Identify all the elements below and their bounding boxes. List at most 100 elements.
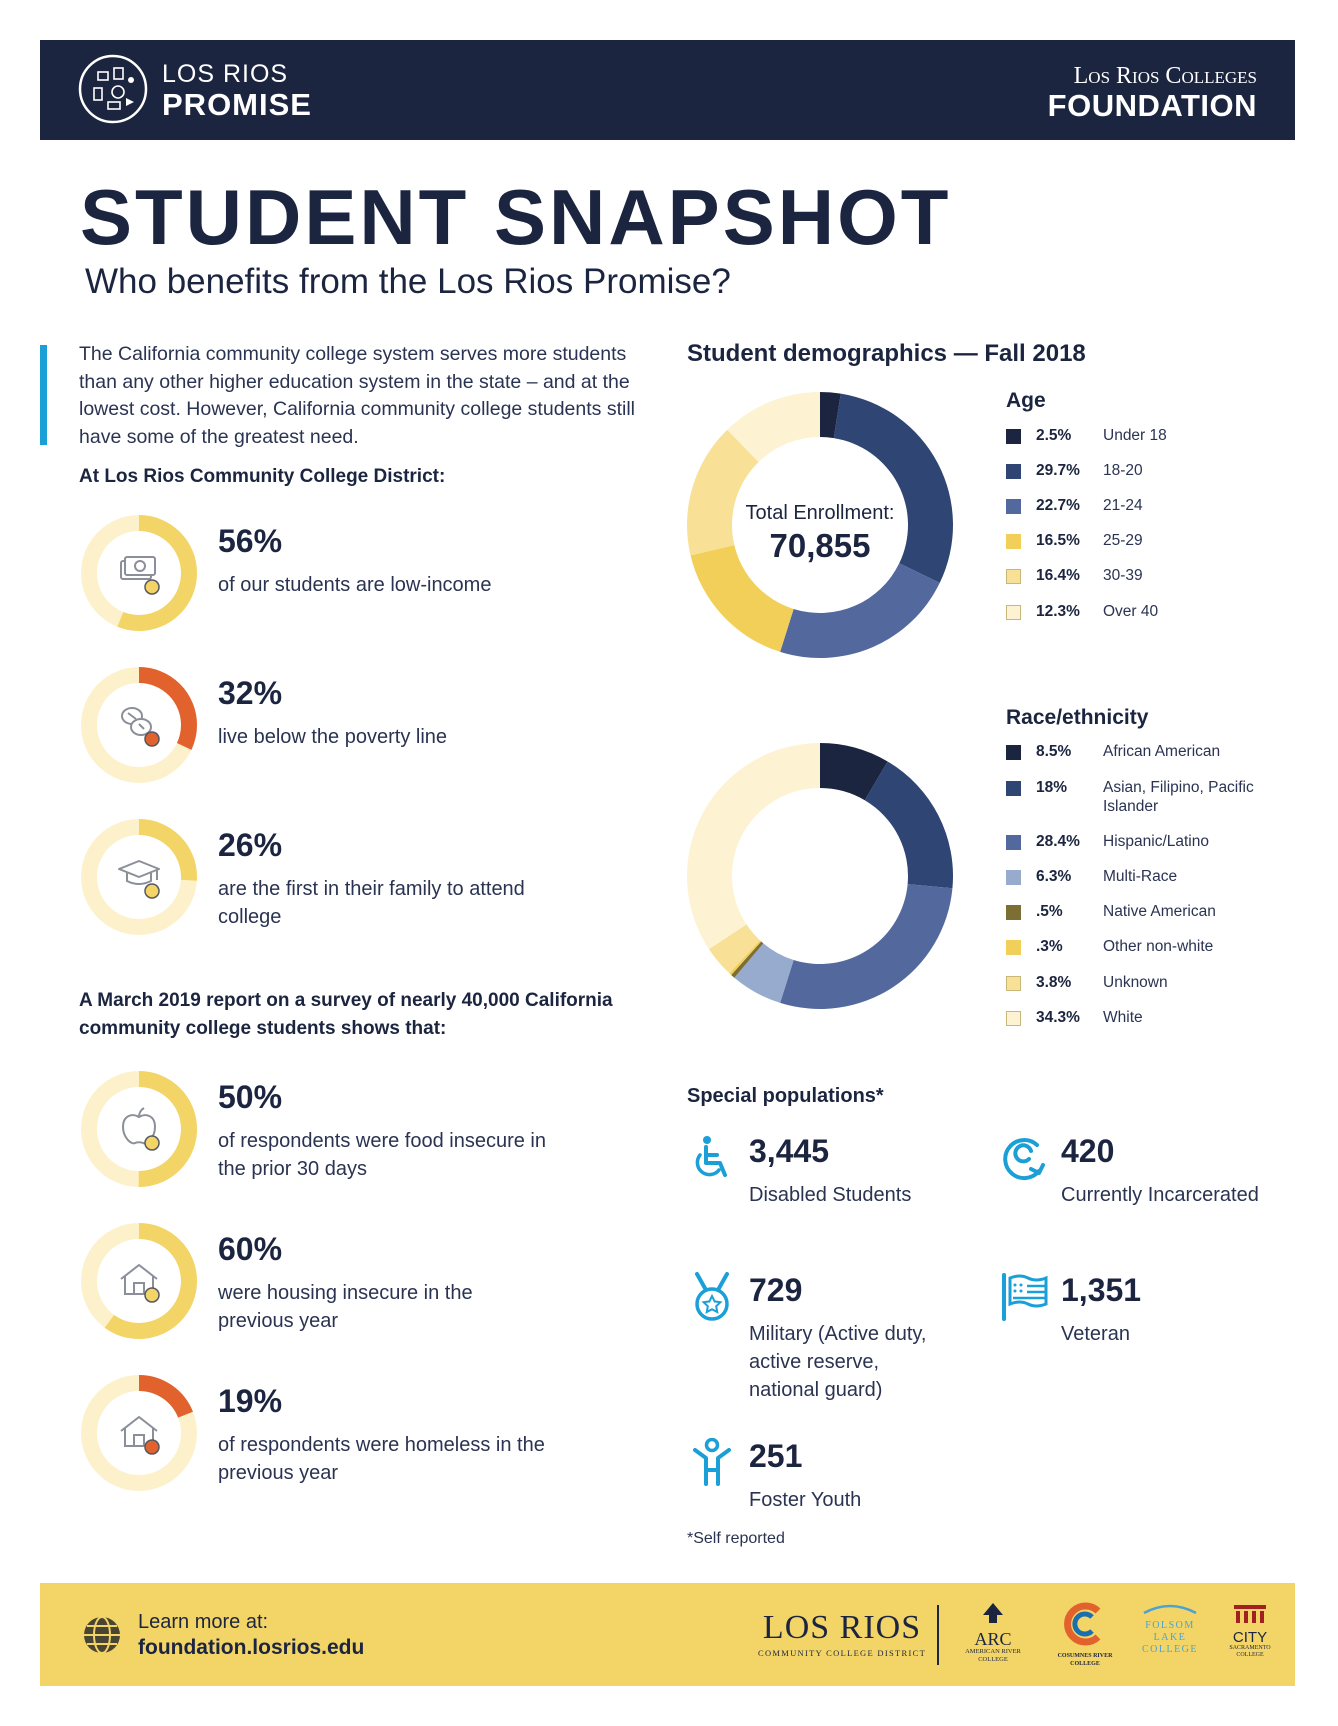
graduation-cap-icon <box>118 860 160 899</box>
survey-heading: A March 2019 report on a survey of nearl… <box>79 990 613 1039</box>
legend-item: 16.5% 25-29 <box>1006 529 1326 553</box>
legend-category: Unknown <box>1103 974 1168 991</box>
crc-logo: COSUMNES RIVER COLLEGE <box>1050 1601 1120 1671</box>
legend-swatch <box>1006 464 1021 479</box>
race-slice-6 <box>708 924 761 974</box>
stat-description: of our students are low-income <box>218 574 492 596</box>
arc-logo-name: ARC <box>974 1629 1012 1649</box>
foundation-wordmark: Los Rios Colleges FOUNDATION <box>1048 64 1257 121</box>
age-slice-0 <box>820 392 841 439</box>
wheelchair-icon <box>695 1136 727 1177</box>
demographics-title: Student demographics — Fall 2018 <box>687 340 1086 367</box>
age-slice-5 <box>727 392 820 462</box>
age-slice-4 <box>687 429 759 556</box>
age-donut-chart <box>687 392 953 658</box>
legend-item: 6.3% Multi-Race <box>1006 865 1326 889</box>
stat-percent: 19% <box>218 1383 283 1419</box>
footnote: *Self reported <box>687 1530 785 1547</box>
medal-icon <box>695 1272 729 1321</box>
arch-icon <box>1143 1604 1197 1615</box>
legend-item: 18% Asian, Filipino, Pacific Islander <box>1006 776 1326 815</box>
stat-description: of respondents were food insecure in the… <box>218 1130 546 1180</box>
legend-category: Multi-Race <box>1103 868 1178 885</box>
building-icon <box>1234 1605 1266 1623</box>
stat-description: are the first in their family to attend … <box>218 878 525 928</box>
apple-icon <box>121 1107 160 1151</box>
enrollment-value: 70,855 <box>769 527 871 564</box>
arc-logo: ARC AMERICAN RIVER COLLEGE <box>958 1601 1028 1671</box>
race-slice-5 <box>729 940 762 975</box>
page-subtitle: Who benefits from the Los Rios Promise? <box>85 262 731 301</box>
progress-ring <box>81 1375 197 1491</box>
learn-more: Learn more at: foundation.losrios.edu <box>138 1610 364 1660</box>
learn-more-link[interactable]: foundation.losrios.edu <box>138 1636 365 1659</box>
legend-swatch <box>1006 835 1021 850</box>
header-banner: LOS RIOS PROMISE Los Rios Colleges FOUND… <box>40 40 1295 140</box>
race-slice-3 <box>734 943 794 1003</box>
legend-item: .5% Native American <box>1006 900 1326 924</box>
legend-percent: 16.5% <box>1036 532 1080 549</box>
legend-category: Other non-white <box>1103 938 1214 955</box>
legend-item: 22.7% 21-24 <box>1006 494 1326 518</box>
flc-logo-name: FOLSOM LAKE COLLEGE <box>1141 1620 1199 1655</box>
race-slice-2 <box>780 884 953 1009</box>
race-slice-1 <box>864 761 953 889</box>
race-donut-chart <box>687 743 953 1009</box>
stat-item: 50% of respondents were food insecure in … <box>79 1069 679 1189</box>
age-slice-2 <box>780 563 940 658</box>
legend-category: Under 18 <box>1103 427 1167 444</box>
legend-percent: 2.5% <box>1036 427 1072 444</box>
promise-line1: LOS RIOS <box>162 60 289 88</box>
legend-percent: 29.7% <box>1036 462 1080 479</box>
age-slice-1 <box>833 393 953 583</box>
age-slice-3 <box>690 545 794 652</box>
recycle-arrow-icon <box>1003 1138 1045 1181</box>
special-label: Veteran <box>1061 1323 1130 1345</box>
special-num: 729 <box>749 1272 803 1308</box>
progress-ring <box>81 819 197 935</box>
promise-globe-icon <box>78 54 148 124</box>
globe-icon <box>84 1616 120 1654</box>
enrollment-label: Total Enrollment: 70,855 <box>687 502 953 565</box>
legend-swatch <box>1006 940 1021 955</box>
legend-swatch <box>1006 499 1021 514</box>
legend-swatch <box>1006 1011 1021 1026</box>
stat-percent: 56% <box>218 523 283 559</box>
legend-swatch <box>1006 905 1021 920</box>
stat-item: 60% were housing insecure in the previous… <box>79 1221 679 1341</box>
promise-line2: PROMISE <box>162 87 312 122</box>
legend-percent: .5% <box>1036 903 1063 920</box>
legend-percent: 18% <box>1036 779 1068 796</box>
special-num: 1,351 <box>1061 1272 1142 1308</box>
child-icon <box>693 1438 731 1486</box>
legend-swatch <box>1006 534 1021 549</box>
coins-icon <box>121 707 160 747</box>
stat-item: 26% are the first in their family to atte… <box>79 817 679 937</box>
legend-item: 16.4% 30-39 <box>1006 564 1326 588</box>
foundation-line1: Los Rios Colleges <box>1073 63 1257 89</box>
legend-item: 8.5% African American <box>1006 740 1326 764</box>
house-icon <box>120 1416 160 1455</box>
district-logo: LOS RIOS COMMUNITY COLLEGE DISTRICT <box>758 1611 926 1659</box>
race-slice-7 <box>687 743 820 950</box>
legend-swatch <box>1006 745 1021 760</box>
legend-category: Asian, Filipino, Pacific Islander <box>1103 779 1254 815</box>
legend-percent: .3% <box>1036 938 1063 955</box>
footer-divider <box>937 1605 939 1665</box>
c-emblem-icon <box>1064 1602 1101 1646</box>
legend-swatch <box>1006 976 1021 991</box>
special-label: Currently Incarcerated <box>1061 1184 1259 1206</box>
district-heading: At Los Rios Community College District: <box>79 466 446 487</box>
special-num: 3,445 <box>749 1133 830 1169</box>
stat-percent: 60% <box>218 1231 283 1267</box>
enrollment-caption: Total Enrollment: <box>745 502 895 524</box>
legend-item: 34.3% White <box>1006 1006 1326 1030</box>
stat-item: 19% of respondents were homeless in the p… <box>79 1373 679 1493</box>
special-label: Military (Active duty, active reserve, n… <box>749 1323 927 1401</box>
legend-category: Hispanic/Latino <box>1103 833 1209 850</box>
legend-category: White <box>1103 1009 1143 1026</box>
stat-description: were housing insecure in the previous ye… <box>218 1282 473 1332</box>
promise-wordmark: LOS RIOS PROMISE <box>162 60 312 122</box>
intro-text: The California community college system … <box>79 343 635 448</box>
